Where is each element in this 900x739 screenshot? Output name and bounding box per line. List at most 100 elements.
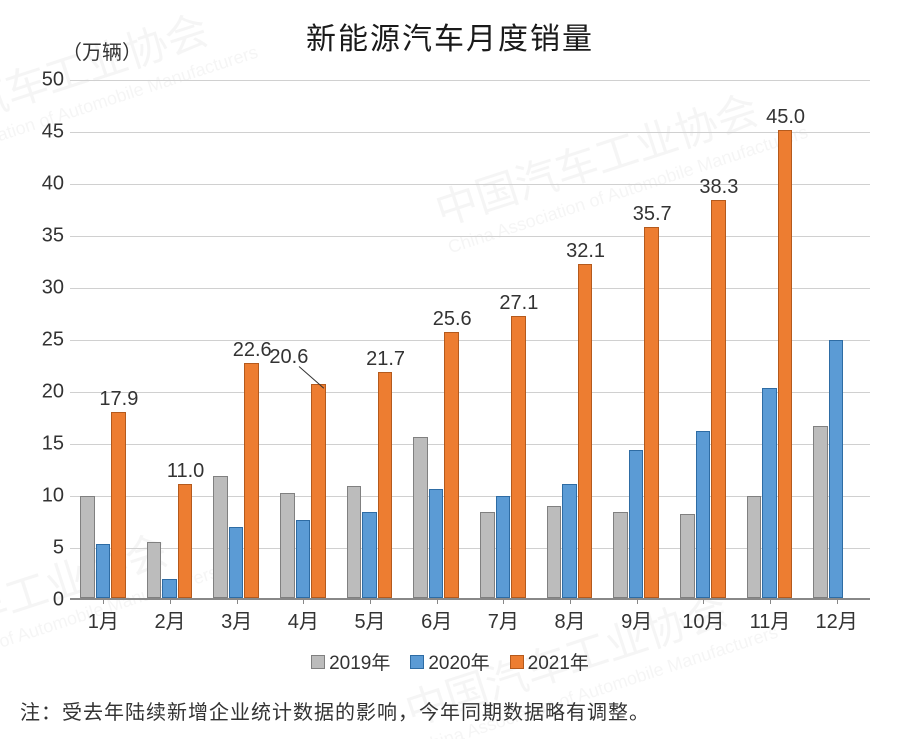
bar (547, 506, 562, 598)
x-tick-label: 4月 (288, 605, 319, 634)
gridline (70, 236, 870, 237)
bar (347, 486, 362, 598)
data-label: 22.6 (233, 339, 272, 362)
bar (813, 426, 828, 598)
bar (362, 512, 377, 598)
y-tick-label: 45 (30, 121, 64, 144)
bar (111, 412, 126, 598)
y-tick-label: 10 (30, 485, 64, 508)
legend-label: 2021年 (528, 648, 589, 675)
bar (413, 437, 428, 598)
bar (762, 388, 777, 598)
data-label: 45.0 (766, 106, 805, 129)
y-tick-label: 40 (30, 173, 64, 196)
y-tick-label: 5 (30, 537, 64, 560)
y-tick-label: 20 (30, 381, 64, 404)
legend-item: 2021年 (510, 648, 589, 675)
y-axis-unit: （万辆） (62, 36, 142, 65)
y-tick-label: 15 (30, 433, 64, 456)
data-label: 21.7 (366, 348, 405, 371)
x-tick-label: 2月 (154, 605, 185, 634)
bar (829, 340, 844, 598)
x-tick-mark (637, 598, 638, 604)
data-label: 35.7 (633, 203, 672, 226)
y-tick-label: 25 (30, 329, 64, 352)
y-tick-label: 35 (30, 225, 64, 248)
bar (213, 476, 228, 598)
footnote: 注：受去年陆续新增企业统计数据的影响，今年同期数据略有调整。 (20, 696, 650, 725)
gridline (70, 444, 870, 445)
bar (629, 450, 644, 598)
plot-area: 051015202530354045501月17.92月11.03月22.64月… (70, 80, 870, 600)
bar (178, 484, 193, 598)
bar (778, 130, 793, 598)
x-tick-mark (703, 598, 704, 604)
gridline (70, 340, 870, 341)
bar (562, 484, 577, 598)
x-tick-label: 9月 (621, 605, 652, 634)
bar (378, 372, 393, 598)
x-tick-label: 6月 (421, 605, 452, 634)
x-tick-label: 10月 (682, 605, 724, 634)
gridline (70, 288, 870, 289)
data-label: 32.1 (566, 240, 605, 263)
chart-container: 中国汽车工业协会 China Association of Automobile… (0, 0, 900, 739)
legend-item: 2020年 (410, 648, 489, 675)
y-tick-label: 30 (30, 277, 64, 300)
gridline (70, 184, 870, 185)
x-tick-mark (103, 598, 104, 604)
data-label: 27.1 (499, 292, 538, 315)
bar (244, 363, 259, 598)
bar (496, 496, 511, 598)
gridline (70, 80, 870, 81)
data-label: 20.6 (269, 346, 308, 369)
bar (162, 579, 177, 598)
data-label: 38.3 (699, 176, 738, 199)
legend-swatch (510, 655, 524, 669)
gridline (70, 392, 870, 393)
bar (147, 542, 162, 598)
data-label: 17.9 (99, 388, 138, 411)
x-tick-mark (837, 598, 838, 604)
x-tick-mark (570, 598, 571, 604)
bar (229, 527, 244, 598)
legend-item: 2019年 (311, 648, 390, 675)
bar (311, 384, 326, 598)
legend-label: 2020年 (428, 648, 489, 675)
x-tick-mark (503, 598, 504, 604)
bar (429, 489, 444, 598)
legend-label: 2019年 (329, 648, 390, 675)
x-tick-label: 11月 (750, 605, 791, 634)
x-tick-label: 12月 (816, 605, 858, 634)
legend-swatch (311, 655, 325, 669)
x-tick-mark (170, 598, 171, 604)
y-tick-label: 50 (30, 69, 64, 92)
x-tick-mark (437, 598, 438, 604)
bar (511, 316, 526, 598)
legend-swatch (410, 655, 424, 669)
x-tick-mark (770, 598, 771, 604)
x-tick-label: 8月 (554, 605, 585, 634)
bar (644, 227, 659, 598)
gridline (70, 132, 870, 133)
y-tick-label: 0 (30, 589, 64, 612)
bar (747, 496, 762, 598)
x-tick-label: 1月 (88, 605, 119, 634)
x-tick-label: 5月 (354, 605, 385, 634)
bar (711, 200, 726, 598)
x-tick-label: 7月 (488, 605, 519, 634)
bar (80, 496, 95, 598)
bar (613, 512, 628, 598)
legend: 2019年 2020年 2021年 (0, 648, 900, 675)
x-tick-label: 3月 (221, 605, 252, 634)
x-tick-mark (237, 598, 238, 604)
x-tick-mark (370, 598, 371, 604)
bar (296, 520, 311, 598)
bar (96, 544, 111, 598)
bar (680, 514, 695, 598)
bar (444, 332, 459, 598)
bar (280, 493, 295, 598)
data-label: 25.6 (433, 308, 472, 331)
x-tick-mark (303, 598, 304, 604)
bar (578, 264, 593, 598)
